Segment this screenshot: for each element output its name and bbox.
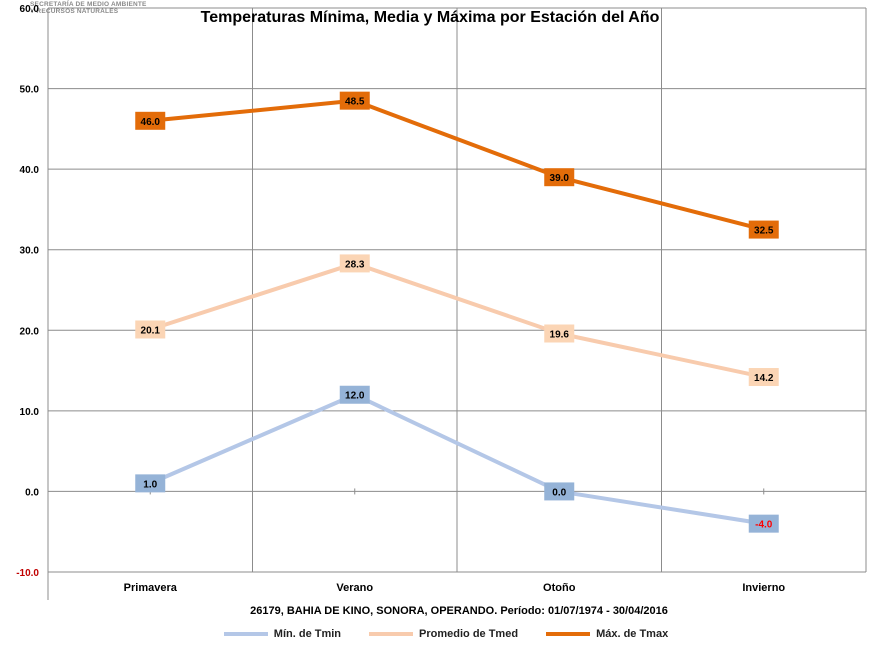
y-tick-label: 50.0	[20, 85, 40, 96]
data-label-text: -4.0	[755, 520, 773, 531]
data-label-text: 0.0	[552, 487, 566, 498]
data-label-text: 32.5	[754, 226, 774, 237]
data-label-box	[339, 385, 370, 404]
data-label-text: 48.5	[345, 97, 365, 108]
y-tick-label: -10.0	[16, 568, 39, 579]
data-label: 1.0	[135, 474, 166, 493]
data-label: 48.5	[339, 91, 370, 110]
data-label-box	[339, 91, 370, 110]
agency-logo: SECRETARÍA DE MEDIO AMBIENTE Y RECURSOS …	[0, 0, 180, 22]
y-tick-label: 40.0	[20, 165, 40, 176]
legend-item: Promedio de Tmed	[369, 628, 518, 640]
y-tick-label: 0.0	[25, 487, 39, 498]
data-label-box	[748, 514, 779, 533]
legend-label: Promedio de Tmed	[419, 628, 519, 640]
data-label-text: 28.3	[345, 259, 365, 270]
data-label: 46.0	[135, 111, 166, 130]
data-label-text: 20.1	[141, 325, 161, 336]
data-label-box	[135, 111, 166, 130]
data-label: 12.0	[339, 385, 370, 404]
data-label-box	[339, 254, 370, 273]
legend-item: Mín. de Tmin	[223, 628, 342, 640]
legend-swatch	[223, 632, 268, 636]
data-label: 39.0	[544, 168, 575, 187]
data-label-box	[748, 368, 779, 387]
data-labels: 1.0 12.0 0.0 -4.0 20.1 28.3 19.6 14.2 46.0 48.5 39…	[135, 91, 779, 533]
legend-item: Máx. de Tmax	[546, 628, 668, 640]
data-label-text: 39.0	[550, 173, 570, 184]
series-lines	[148, 98, 766, 526]
x-tick-label: Verano	[336, 582, 373, 594]
x-axis: Primavera Verano Otoño Invierno	[124, 582, 786, 594]
y-tick-label: 60.0	[20, 4, 40, 15]
series-line	[148, 98, 766, 232]
data-label-box	[544, 482, 575, 501]
data-label-box	[748, 220, 779, 239]
data-label-box	[544, 168, 575, 187]
data-label-box	[135, 320, 166, 339]
legend-swatch	[369, 632, 414, 636]
y-tick-label: 10.0	[20, 407, 40, 418]
agency-logo-text: SECRETARÍA DE MEDIO AMBIENTE Y RECURSOS …	[30, 1, 147, 15]
data-label-text: 46.0	[141, 117, 161, 128]
legend-label: Mín. de Tmin	[273, 628, 342, 640]
series-line	[148, 261, 766, 380]
legend-swatch	[546, 632, 591, 636]
data-label: 28.3	[339, 254, 370, 273]
data-label: 19.6	[544, 324, 575, 343]
x-tick-label: Otoño	[543, 582, 576, 594]
data-label-text: 12.0	[345, 391, 365, 402]
y-tick-label: 20.0	[20, 326, 40, 337]
data-label-text: 14.2	[754, 373, 774, 384]
y-tick-label: 30.0	[20, 246, 40, 257]
gridlines	[47, 7, 867, 600]
data-label-box	[544, 324, 575, 343]
data-label-text: 1.0	[143, 479, 157, 490]
data-label: 0.0	[544, 482, 575, 501]
data-label-text: 19.6	[550, 330, 570, 341]
data-label: -4.0	[748, 514, 779, 533]
x-tick-label: Primavera	[124, 582, 178, 594]
data-label: 20.1	[135, 320, 166, 339]
x-axis-title: 26179, BAHIA DE KINO, SONORA, OPERANDO. …	[250, 605, 668, 617]
x-tick-label: Invierno	[742, 582, 785, 594]
data-label: 32.5	[748, 220, 779, 239]
data-label-box	[135, 474, 166, 493]
y-axis: -10.0 0.0 10.0 20.0 30.0 40.0 50.0 60.0	[16, 4, 39, 579]
legend: Mín. de Tmin Promedio de Tmed Máx. de Tmax	[0, 628, 892, 640]
legend-label: Máx. de Tmax	[596, 628, 669, 640]
chart-title: Temperaturas Mínima, Media y Máxima por …	[201, 9, 660, 26]
data-label: 14.2	[748, 368, 779, 387]
series-line	[148, 392, 766, 526]
